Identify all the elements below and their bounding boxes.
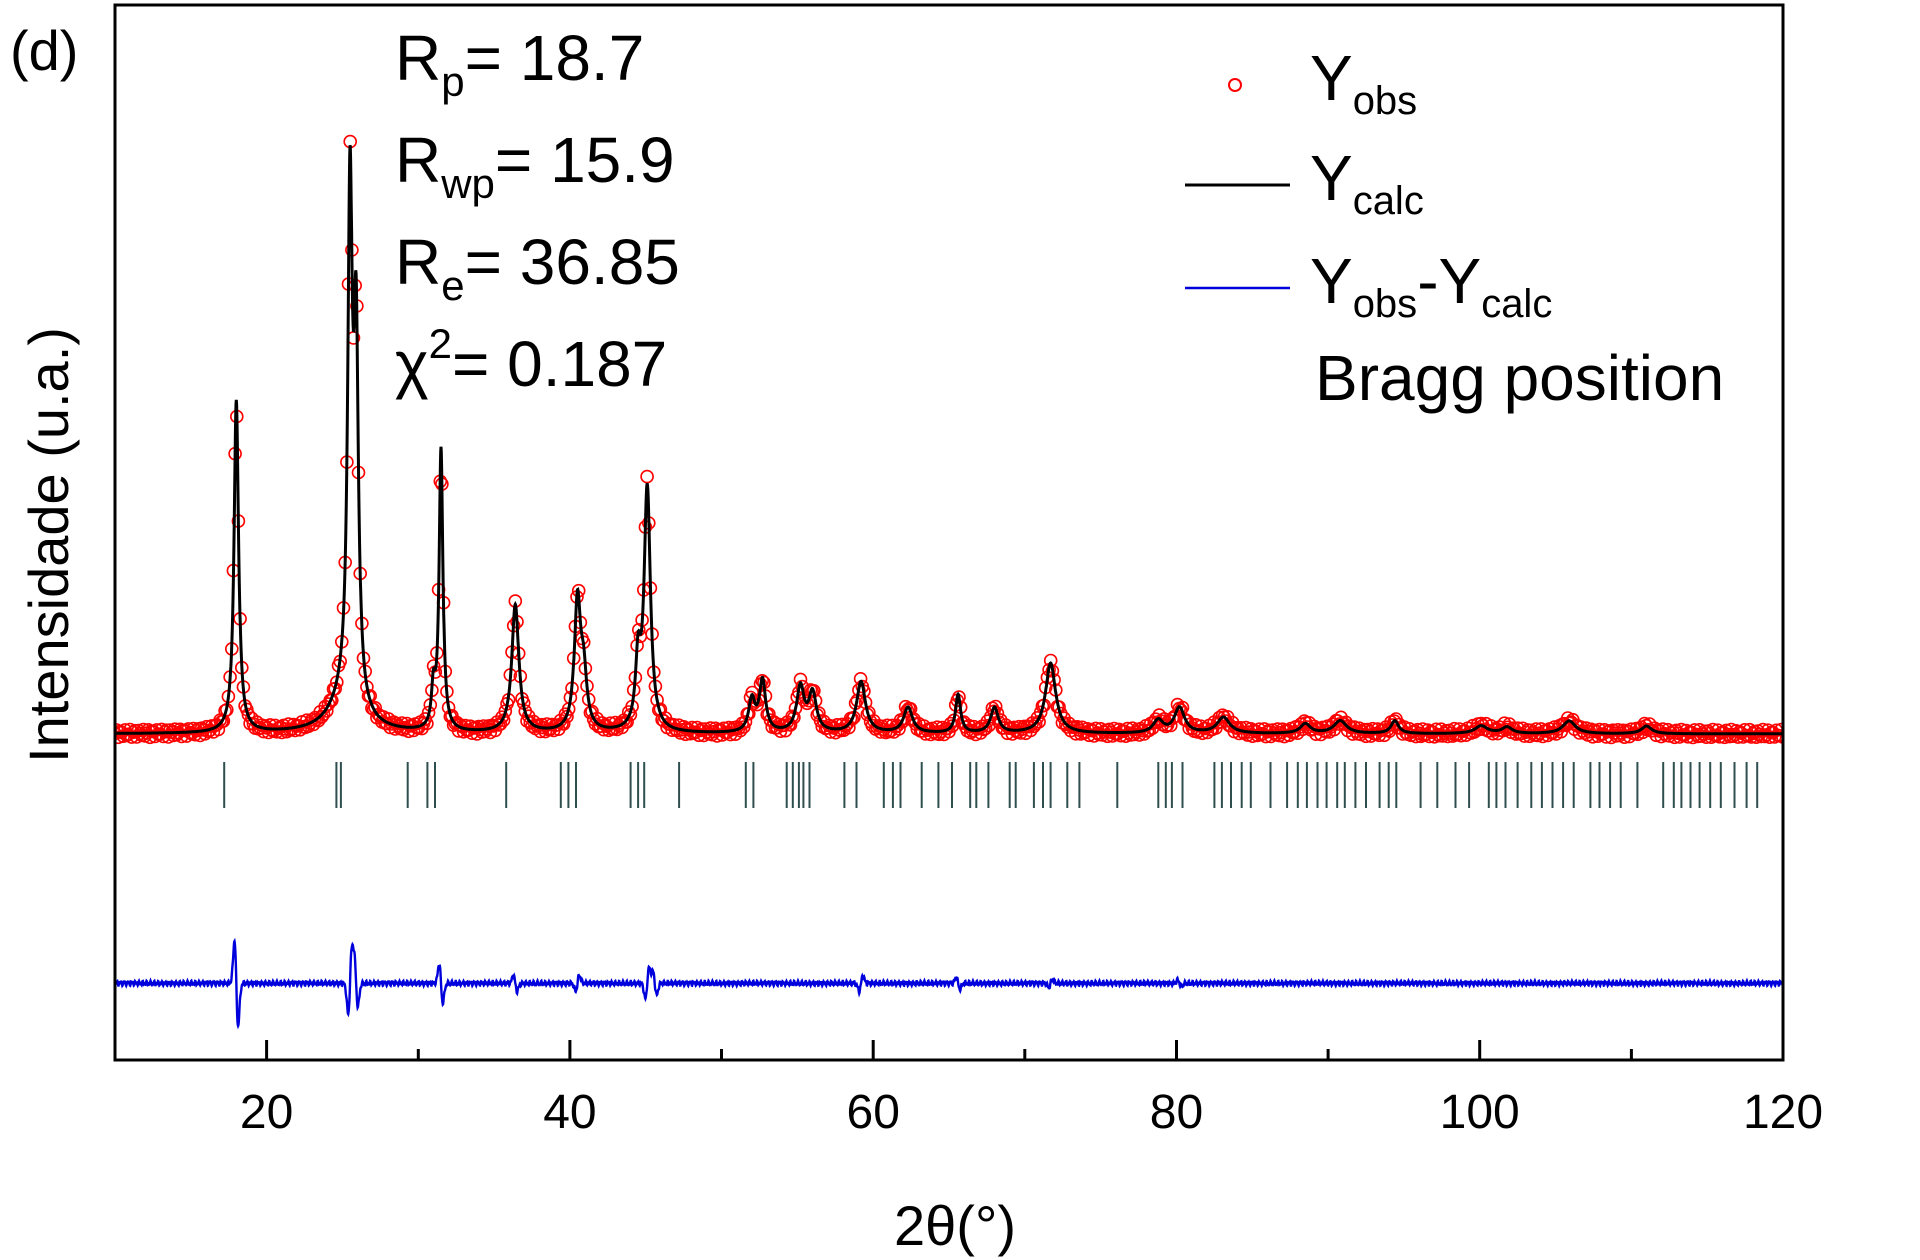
obs-point xyxy=(1102,722,1116,737)
obs-point xyxy=(168,722,182,737)
x-tick-label: 120 xyxy=(1743,1086,1823,1139)
obs-point xyxy=(1409,729,1423,744)
observed-points xyxy=(115,134,1783,745)
obs-point xyxy=(136,722,151,737)
difference-curve-line xyxy=(115,937,1783,1030)
stat-re-base: R xyxy=(395,226,441,298)
obs-point xyxy=(1100,729,1115,744)
obs-point xyxy=(1440,729,1455,744)
obs-point xyxy=(755,673,770,688)
obs-point xyxy=(415,721,429,736)
stat-rwp-sub: wp xyxy=(440,160,495,207)
stat-rp: Rp= 18.7 xyxy=(395,22,644,105)
legend-obs-label: Yobs xyxy=(1310,42,1417,123)
legend-bragg-label: Bragg position xyxy=(1315,342,1724,414)
obs-point xyxy=(1180,714,1195,728)
legend-calc-base: Y xyxy=(1310,142,1353,214)
bragg-position-marks xyxy=(223,762,1759,808)
obs-point xyxy=(783,718,798,732)
x-tick-label: 20 xyxy=(240,1086,293,1139)
stat-re-sub: e xyxy=(441,262,464,309)
legend-obs-marker xyxy=(1228,78,1242,92)
plot-frame xyxy=(113,3,1785,1062)
plot-area xyxy=(115,134,1783,1030)
obs-point xyxy=(703,721,718,735)
obs-point xyxy=(533,724,548,739)
x-tick-label: 100 xyxy=(1440,1086,1520,1139)
obs-point xyxy=(1033,705,1048,720)
y-axis-title: Intensidade (u.a.) xyxy=(17,327,80,763)
stat-rwp-value: = 15.9 xyxy=(495,124,675,196)
obs-point xyxy=(845,712,860,726)
obs-point xyxy=(1669,723,1683,738)
obs-point xyxy=(1529,722,1543,736)
obs-point xyxy=(1270,722,1285,736)
obs-point xyxy=(118,723,132,737)
obs-point xyxy=(154,722,169,737)
legend-calc-sub: calc xyxy=(1353,179,1424,223)
stat-rp-sub: p xyxy=(441,58,464,105)
stat-re-value: = 36.85 xyxy=(465,226,680,298)
calculated-profile-line xyxy=(115,144,1783,736)
obs-point xyxy=(1360,722,1375,737)
stat-rwp: Rwp= 15.9 xyxy=(395,124,675,207)
obs-point xyxy=(1667,730,1682,745)
obs-point xyxy=(930,720,945,735)
stat-rp-value: = 18.7 xyxy=(465,22,645,94)
legend-diff-label: Yobs-Ycalc xyxy=(1310,245,1552,326)
obs-point xyxy=(1717,730,1732,745)
x-axis-title: 2θ(°) xyxy=(894,1194,1016,1257)
obs-point xyxy=(1380,722,1395,737)
stat-chi2-base: χ xyxy=(395,328,429,400)
stat-chi2: χ2= 0.187 xyxy=(395,320,667,400)
legend-calc-label: Ycalc xyxy=(1310,142,1424,223)
obs-point xyxy=(620,715,634,729)
legend-diff-sub1: obs xyxy=(1353,282,1418,326)
x-axis-ticks: 20 40 60 80 100 120 xyxy=(113,1040,1823,1139)
obs-point xyxy=(1749,730,1764,745)
stat-rp-base: R xyxy=(395,22,441,94)
obs-point xyxy=(1252,722,1266,737)
obs-point xyxy=(1334,710,1348,725)
legend-diff-mid: -Y xyxy=(1417,245,1481,317)
panel-label: (d) xyxy=(10,19,78,82)
stat-chi2-sup: 2 xyxy=(429,320,452,367)
fit-statistics: Rp= 18.7 Rwp= 15.9 Re= 36.85 χ2= 0.187 xyxy=(395,22,680,400)
obs-point xyxy=(800,696,815,711)
legend-obs-sub: obs xyxy=(1353,79,1418,123)
obs-point xyxy=(640,469,654,484)
stat-re: Re= 36.85 xyxy=(395,226,680,309)
legend-obs-base: Y xyxy=(1310,42,1353,114)
x-tick-label: 60 xyxy=(847,1086,900,1139)
legend: Yobs Ycalc Yobs-Ycalc Bragg position xyxy=(1185,42,1724,414)
obs-point xyxy=(738,715,753,729)
obs-point xyxy=(1776,730,1783,744)
obs-point xyxy=(1774,722,1783,737)
obs-point xyxy=(1028,717,1043,731)
obs-point xyxy=(973,726,988,740)
legend-diff-base1: Y xyxy=(1310,245,1353,317)
stat-chi2-value: = 0.187 xyxy=(452,328,667,400)
obs-point xyxy=(556,717,571,731)
obs-point xyxy=(493,717,508,732)
stat-rwp-base: R xyxy=(395,124,441,196)
x-tick-label: 40 xyxy=(543,1086,596,1139)
legend-diff-sub2: calc xyxy=(1481,282,1552,326)
x-tick-label: 80 xyxy=(1150,1086,1203,1139)
